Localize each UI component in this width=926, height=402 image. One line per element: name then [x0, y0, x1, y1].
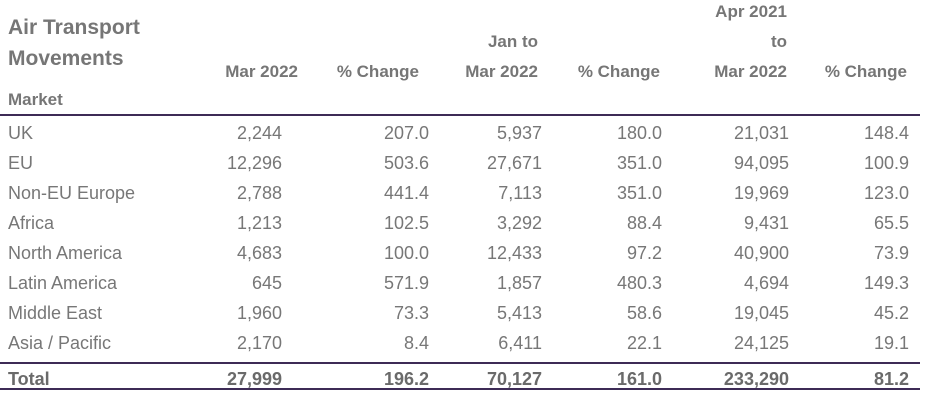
table-title: Air Transport Movements	[8, 12, 140, 74]
market-column-label: Market	[8, 90, 63, 109]
header-apr-line-3: Mar 2022	[714, 62, 787, 81]
total-divider	[0, 362, 920, 364]
header-apr-line-1: Apr 2021	[715, 2, 787, 21]
market-name: Non-EU Europe	[8, 182, 136, 203]
total-pct1: 196.2	[383, 368, 429, 389]
market-name: Asia / Pacific	[8, 332, 112, 353]
cell-jan: 5,937	[496, 122, 542, 143]
market-name: UK	[8, 122, 34, 143]
header-pct-change-2: % Change	[577, 62, 660, 81]
cell-pct1: 8.4	[403, 332, 429, 353]
cell-pct1: 207.0	[383, 122, 429, 143]
cell-pct1: 441.4	[383, 182, 429, 203]
header-jan-line-1: Jan to	[487, 32, 538, 51]
cell-pct2: 22.1	[626, 332, 662, 353]
cell-mar: 2,170	[236, 332, 282, 353]
cell-mar: 12,296	[226, 152, 282, 173]
header-apr-line-2: to	[770, 32, 787, 51]
cell-pct3: 73.9	[873, 242, 909, 263]
total-jan: 70,127	[486, 368, 542, 389]
cell-jan: 12,433	[486, 242, 542, 263]
cell-pct2: 351.0	[616, 182, 662, 203]
cell-apr: 40,900	[733, 242, 789, 263]
cell-pct3: 19.1	[873, 332, 909, 353]
market-name: Latin America	[8, 272, 118, 293]
table-row: Africa 1,213 102.5 3,292 88.4 9,431 65.5	[0, 208, 909, 238]
table-row: EU 12,296 503.6 27,671 351.0 94,095 100.9	[0, 148, 909, 178]
cell-mar: 4,683	[236, 242, 282, 263]
cell-pct1: 571.9	[383, 272, 429, 293]
header-pct-change-1: % Change	[336, 62, 419, 81]
cell-jan: 6,411	[498, 332, 542, 353]
cell-pct2: 480.3	[616, 272, 662, 293]
title-line-1: Air Transport	[8, 16, 140, 39]
cell-pct3: 148.4	[863, 122, 909, 143]
header-pct-change-3: % Change	[824, 62, 907, 81]
header-divider	[0, 114, 920, 116]
cell-mar: 645	[251, 272, 282, 293]
cell-pct1: 102.5	[383, 212, 429, 233]
cell-pct2: 58.6	[626, 302, 662, 323]
cell-jan: 5,413	[496, 302, 542, 323]
cell-jan: 27,671	[486, 152, 542, 173]
cell-apr: 21,031	[733, 122, 789, 143]
cell-apr: 9,431	[743, 212, 789, 233]
cell-pct1: 73.3	[393, 302, 429, 323]
cell-apr: 24,125	[733, 332, 789, 353]
cell-pct2: 88.4	[626, 212, 662, 233]
movements-table: UK 2,244 207.0 5,937 180.0 21,031 148.4 EU 12,29…	[0, 118, 909, 394]
table-row: Middle East 1,960 73.3 5,413 58.6 19,045 45.2	[0, 298, 909, 328]
bottom-divider	[0, 388, 920, 390]
total-row: Total 27,999 196.2 70,127 161.0 233,290 81.2	[0, 364, 909, 394]
cell-apr: 4,694	[743, 272, 789, 293]
cell-mar: 2,788	[236, 182, 282, 203]
header-jan-line-2: Mar 2022	[465, 62, 538, 81]
cell-jan: 3,292	[496, 212, 542, 233]
cell-jan: 1,857	[496, 272, 542, 293]
total-mar: 27,999	[226, 368, 282, 389]
market-name: Africa	[8, 212, 55, 233]
cell-pct3: 123.0	[863, 182, 909, 203]
cell-pct1: 100.0	[383, 242, 429, 263]
market-name: North America	[8, 242, 123, 263]
cell-pct3: 45.2	[873, 302, 909, 323]
cell-pct2: 180.0	[616, 122, 662, 143]
market-name: Middle East	[8, 302, 103, 323]
cell-mar: 1,213	[236, 212, 282, 233]
cell-mar: 2,244	[236, 122, 282, 143]
cell-pct2: 97.2	[626, 242, 662, 263]
total-label: Total	[8, 368, 50, 389]
cell-apr: 94,095	[733, 152, 789, 173]
table-row: UK 2,244 207.0 5,937 180.0 21,031 148.4	[0, 118, 909, 148]
cell-apr: 19,969	[733, 182, 789, 203]
cell-jan: 7,113	[498, 182, 542, 203]
header-mar-2022: Mar 2022	[225, 62, 298, 81]
table-row: Asia / Pacific 2,170 8.4 6,411 22.1 24,125 19.…	[0, 328, 909, 358]
title-line-2: Movements	[8, 47, 124, 70]
cell-apr: 19,045	[733, 302, 789, 323]
total-pct2: 161.0	[616, 368, 662, 389]
table-row: Latin America 645 571.9 1,857 480.3 4,694 149.…	[0, 268, 909, 298]
total-pct3: 81.2	[873, 368, 909, 389]
table-row: Non-EU Europe 2,788 441.4 7,113 351.0 19,969 1…	[0, 178, 909, 208]
cell-pct3: 149.3	[863, 272, 909, 293]
cell-pct3: 100.9	[863, 152, 909, 173]
cell-mar: 1,960	[236, 302, 282, 323]
table-row: North America 4,683 100.0 12,433 97.2 40,900 7…	[0, 238, 909, 268]
cell-pct1: 503.6	[383, 152, 429, 173]
market-name: EU	[8, 152, 34, 173]
cell-pct3: 65.5	[873, 212, 909, 233]
total-apr: 233,290	[723, 368, 789, 389]
cell-pct2: 351.0	[616, 152, 662, 173]
